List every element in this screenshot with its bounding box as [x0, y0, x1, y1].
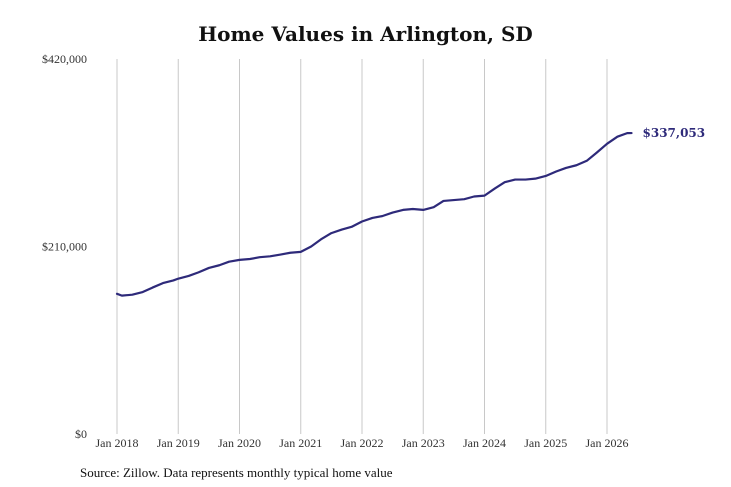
x-tick-label: Jan 2022	[341, 436, 384, 450]
x-tick-label: Jan 2025	[524, 436, 567, 450]
chart-title: Home Values in Arlington, SD	[198, 22, 533, 46]
x-tick-label: Jan 2020	[218, 436, 261, 450]
y-tick-label: $210,000	[42, 240, 87, 254]
x-tick-label: Jan 2026	[586, 436, 629, 450]
source-note: Source: Zillow. Data represents monthly …	[80, 465, 393, 480]
x-tick-label: Jan 2021	[279, 436, 322, 450]
series-line	[115, 131, 633, 297]
end-value-label: $337,053	[643, 126, 706, 140]
y-tick-label: $420,000	[42, 52, 87, 66]
x-tick-label: Jan 2024	[463, 436, 506, 450]
x-tick-label: Jan 2018	[96, 436, 139, 450]
y-tick-label: $0	[75, 427, 87, 441]
x-tick-label: Jan 2019	[157, 436, 200, 450]
x-tick-label: Jan 2023	[402, 436, 445, 450]
